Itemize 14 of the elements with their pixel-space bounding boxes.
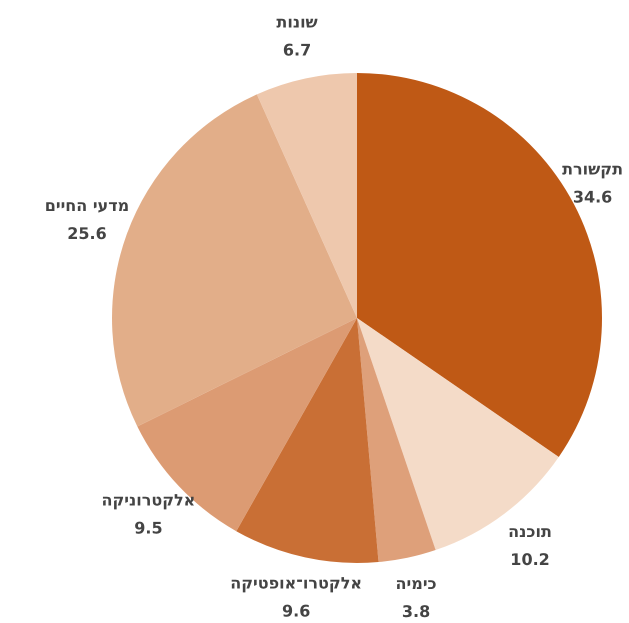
data-label: 3.8 (402, 602, 430, 622)
slice-label: אלקטרוניקה (101, 490, 196, 510)
slice-label: אלקטרו־אופטיקה (230, 574, 362, 593)
slice-label: כימיה (396, 574, 437, 594)
data-label: 9.5 (134, 518, 163, 538)
data-label: 34.6 (572, 188, 612, 207)
slice-label: תוכנה (508, 522, 552, 542)
slice-label: מדעי החיים (44, 196, 130, 215)
slice-label: שונות (276, 12, 318, 32)
data-label: 10.2 (510, 550, 550, 570)
data-label: 25.6 (67, 224, 107, 243)
slice-label: תקשורת (562, 160, 624, 179)
data-label: 6.7 (282, 40, 312, 60)
data-label: 9.6 (282, 602, 310, 621)
